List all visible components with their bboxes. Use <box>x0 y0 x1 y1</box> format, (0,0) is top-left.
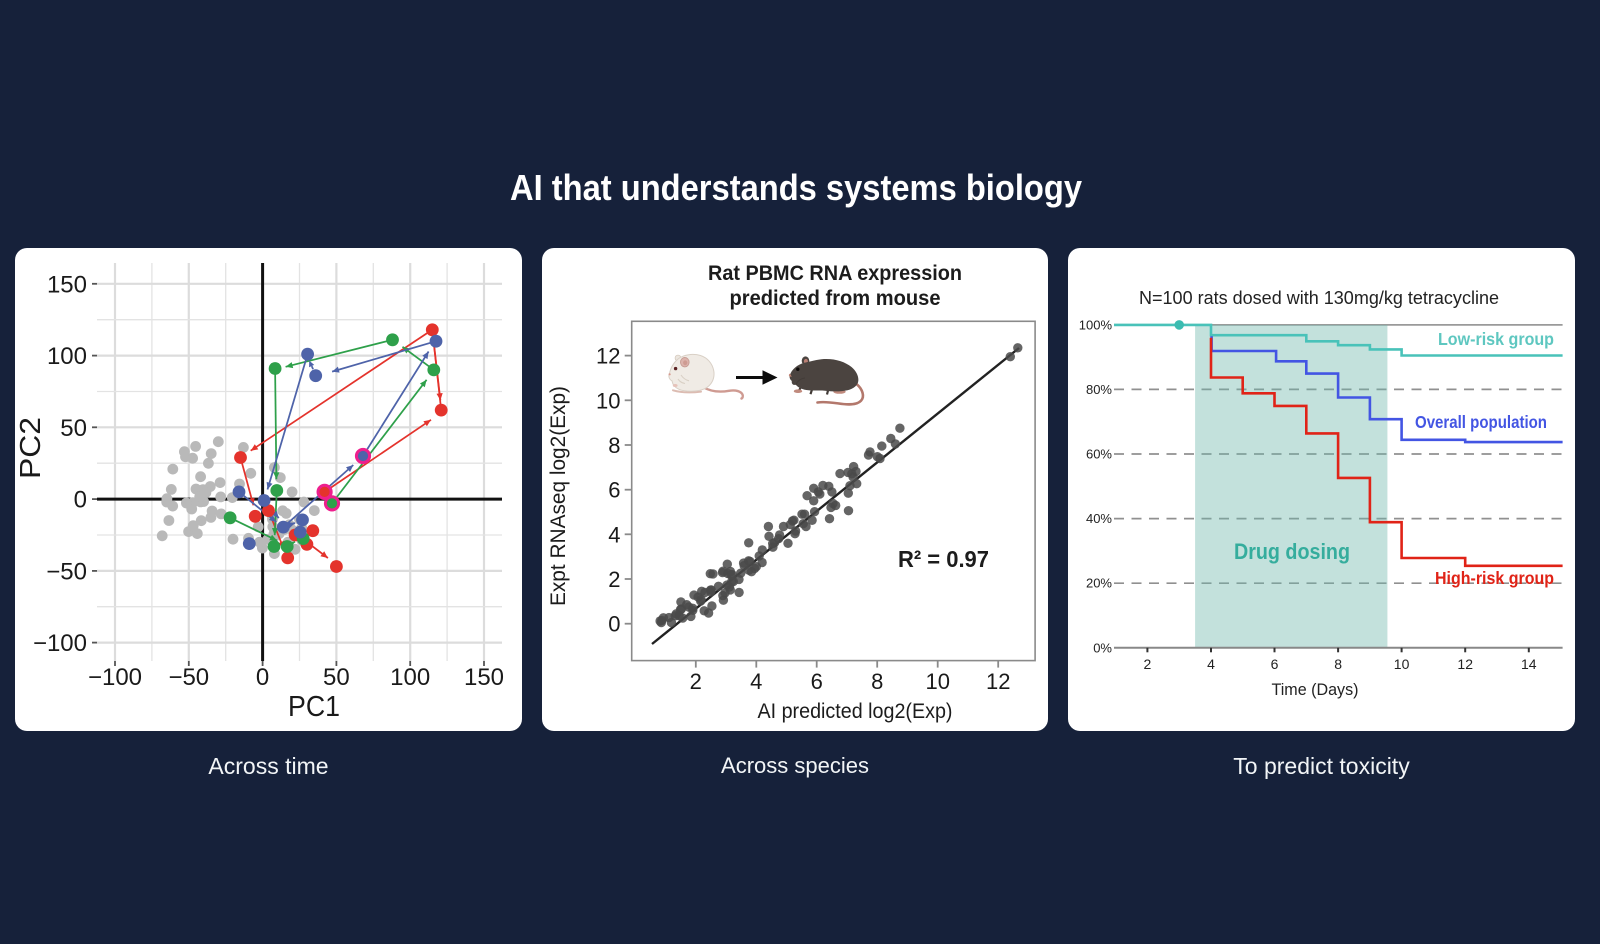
svg-text:150: 150 <box>47 271 87 298</box>
svg-text:−100: −100 <box>88 664 142 691</box>
svg-text:12: 12 <box>1457 656 1473 672</box>
svg-text:6: 6 <box>811 669 823 694</box>
svg-text:predicted from mouse: predicted from mouse <box>730 287 941 310</box>
svg-text:Low-risk group: Low-risk group <box>1438 329 1554 349</box>
svg-text:10: 10 <box>596 388 620 413</box>
svg-text:10: 10 <box>1394 656 1410 672</box>
svg-text:20%: 20% <box>1086 576 1112 591</box>
svg-text:Time (Days): Time (Days) <box>1272 681 1359 699</box>
svg-text:6: 6 <box>1271 656 1279 672</box>
svg-text:8: 8 <box>871 669 883 694</box>
svg-text:12: 12 <box>986 669 1010 694</box>
svg-text:2: 2 <box>690 669 702 694</box>
svg-text:100: 100 <box>390 664 430 691</box>
svg-text:8: 8 <box>1334 656 1342 672</box>
svg-text:50: 50 <box>323 664 350 691</box>
svg-text:150: 150 <box>464 664 504 691</box>
svg-text:6: 6 <box>608 478 620 503</box>
svg-text:14: 14 <box>1521 656 1537 672</box>
svg-text:R² = 0.97: R² = 0.97 <box>898 546 989 572</box>
svg-text:−50: −50 <box>46 558 87 585</box>
svg-text:−50: −50 <box>168 664 209 691</box>
svg-text:4: 4 <box>1207 656 1215 672</box>
svg-text:Drug dosing: Drug dosing <box>1234 539 1350 564</box>
svg-text:−100: −100 <box>33 630 87 657</box>
svg-text:AI that understands systems bi: AI that understands systems biology <box>510 167 1082 208</box>
svg-text:100%: 100% <box>1079 317 1113 332</box>
svg-text:0%: 0% <box>1093 640 1112 655</box>
svg-text:8: 8 <box>608 433 620 458</box>
svg-text:10: 10 <box>925 669 949 694</box>
svg-text:Rat PBMC RNA expression: Rat PBMC RNA expression <box>708 262 962 285</box>
svg-text:N=100 rats dosed with 130mg/kg: N=100 rats dosed with 130mg/kg tetracycl… <box>1139 288 1499 308</box>
svg-text:60%: 60% <box>1086 447 1112 462</box>
svg-text:12: 12 <box>596 344 620 369</box>
svg-text:40%: 40% <box>1086 511 1112 526</box>
svg-text:100: 100 <box>47 343 87 370</box>
svg-text:AI predicted log2(Exp): AI predicted log2(Exp) <box>758 700 953 723</box>
svg-text:PC2: PC2 <box>15 417 47 479</box>
svg-text:0: 0 <box>74 487 87 514</box>
svg-text:PC1: PC1 <box>288 691 340 723</box>
svg-text:0: 0 <box>256 664 269 691</box>
svg-text:0: 0 <box>608 612 620 637</box>
svg-text:Expt RNAseq log2(Exp): Expt RNAseq log2(Exp) <box>547 386 570 606</box>
svg-text:2: 2 <box>608 567 620 592</box>
svg-text:80%: 80% <box>1086 382 1112 397</box>
svg-text:Overall population: Overall population <box>1415 412 1547 432</box>
svg-text:4: 4 <box>750 669 762 694</box>
svg-text:50: 50 <box>60 415 87 442</box>
svg-text:2: 2 <box>1144 656 1152 672</box>
svg-text:High-risk group: High-risk group <box>1435 568 1554 588</box>
svg-text:4: 4 <box>608 522 620 547</box>
